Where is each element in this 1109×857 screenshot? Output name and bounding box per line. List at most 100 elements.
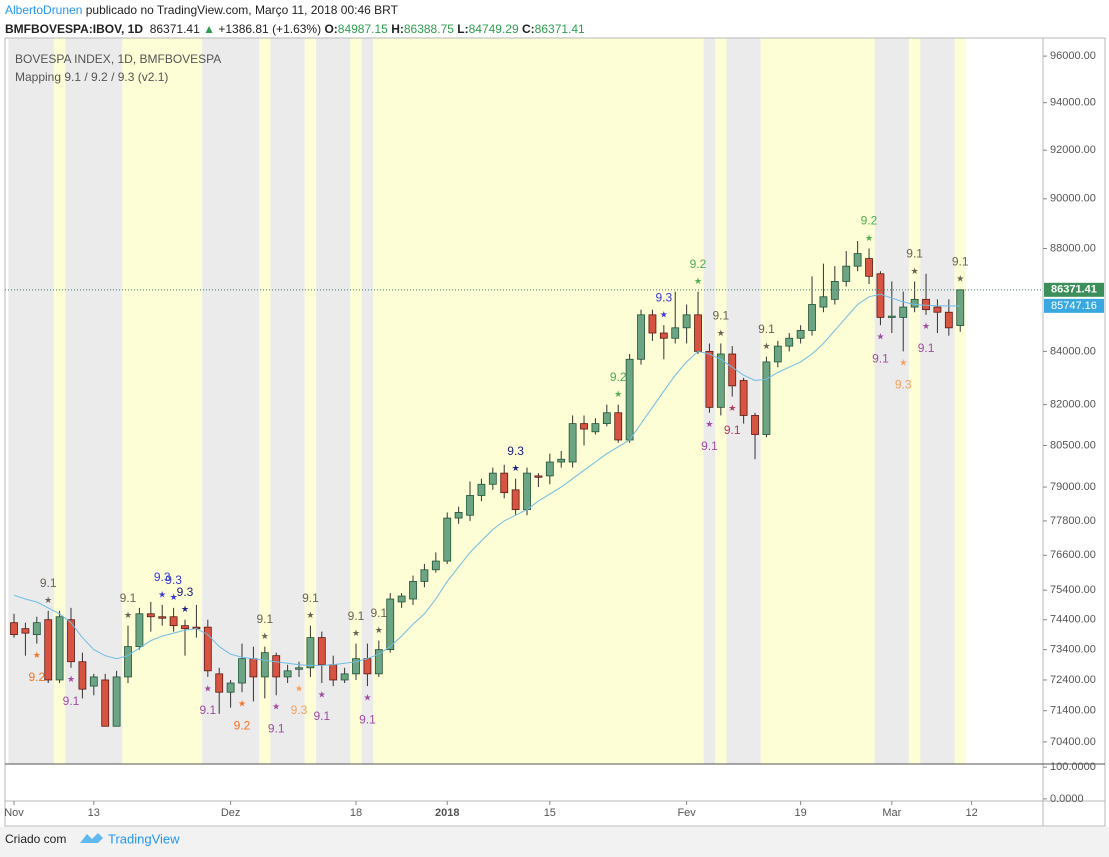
x-tick-label: Nov — [4, 807, 24, 819]
band — [259, 38, 271, 764]
candle-body — [785, 337, 794, 347]
open: 84987.15 — [337, 22, 388, 36]
candle-body — [899, 306, 908, 318]
candle-body — [124, 646, 132, 678]
band — [908, 38, 921, 764]
band — [920, 38, 955, 764]
candle-body — [568, 423, 577, 463]
candle-body — [751, 415, 759, 435]
frame — [4, 37, 1106, 827]
y-tick-label: 96000.00 — [1050, 50, 1096, 62]
y-tick-label: 74400.00 — [1050, 614, 1096, 626]
candle-body — [739, 380, 748, 416]
candle-body — [169, 616, 178, 627]
band — [760, 38, 875, 764]
y-tick-label: 94000.00 — [1050, 97, 1096, 109]
candle-body — [773, 345, 782, 363]
candle-body — [944, 311, 953, 329]
candle-body — [317, 637, 326, 666]
y-tick-label: 77800.00 — [1050, 515, 1096, 527]
y-tick-label: 75400.00 — [1050, 584, 1096, 596]
candle-body — [534, 475, 543, 478]
last-price-label: 86371.41 — [1051, 284, 1097, 296]
candle-body — [55, 616, 64, 681]
candle-body — [386, 598, 395, 651]
candle-body — [397, 595, 406, 603]
candle-body — [260, 652, 269, 678]
star-marker: ★ — [363, 692, 371, 702]
candle-body — [728, 353, 737, 387]
chart-title: BOVESPA INDEX, 1D, BMFBOVESPA — [15, 52, 221, 66]
star-marker: ★ — [660, 310, 668, 320]
footer-bg — [0, 827, 1109, 857]
annotation-label: 9.1 — [40, 576, 57, 590]
star-marker: ★ — [295, 683, 303, 693]
candle-body — [591, 423, 600, 433]
star-marker: ★ — [956, 274, 964, 284]
candle-body — [956, 289, 965, 326]
star-marker: ★ — [352, 628, 360, 638]
annotation-label: 9.1 — [313, 709, 330, 723]
y-tick-label: 79000.00 — [1050, 481, 1096, 493]
low-label: L: — [457, 22, 469, 36]
candle-body — [910, 298, 919, 308]
annotation-label: 9.1 — [952, 255, 969, 269]
x-tick-label: 18 — [350, 807, 362, 819]
star-marker: ★ — [181, 604, 189, 614]
y-tick-label: 84000.00 — [1050, 345, 1096, 357]
candle-body — [249, 658, 258, 678]
band — [270, 38, 305, 764]
candle-body — [67, 619, 75, 663]
candle-body — [352, 658, 360, 675]
last-price-tag — [1044, 282, 1104, 297]
annotation-label: 9.3 — [154, 570, 171, 584]
arrow: ▲ — [203, 22, 215, 36]
annotation-label: 9.1 — [758, 322, 775, 336]
candle-body — [21, 628, 30, 634]
annotation-label: 9.1 — [302, 591, 319, 605]
band — [874, 38, 909, 764]
ma-label: 85747.16 — [1051, 300, 1097, 312]
author[interactable]: AlbertoDrunen — [5, 3, 83, 17]
candle-body — [329, 664, 338, 681]
band — [53, 38, 66, 764]
star-marker: ★ — [318, 689, 326, 699]
annotation-label: 9.1 — [359, 712, 376, 726]
high: 86388.75 — [403, 22, 454, 36]
candle-body — [808, 304, 816, 331]
annotation-label: 9.2 — [28, 670, 45, 684]
candle-body — [511, 489, 520, 510]
annotation-label: 9.3 — [507, 444, 524, 458]
candle-body — [659, 332, 668, 339]
candle-body — [865, 258, 873, 277]
candle-body — [762, 361, 771, 435]
x-tick-label: Dez — [221, 807, 241, 819]
footer-brand[interactable]: TradingView — [108, 831, 180, 846]
star-marker: ★ — [876, 332, 884, 342]
candle-body — [10, 622, 18, 636]
candle-body — [89, 676, 98, 687]
candle-body — [716, 353, 725, 408]
star-marker: ★ — [705, 419, 713, 429]
price: 86371.41 — [149, 22, 200, 36]
annotation-label: 9.2 — [861, 214, 878, 228]
candle-body — [409, 581, 417, 600]
annotation-label: 9.1 — [348, 609, 365, 623]
header-line-1: AlbertoDrunen publicado no TradingView.c… — [5, 3, 398, 17]
y-tick-label: 82000.00 — [1050, 399, 1096, 411]
candle-body — [705, 350, 714, 408]
candle-body — [523, 472, 531, 510]
star-marker: ★ — [865, 233, 873, 243]
star-marker: ★ — [44, 595, 52, 605]
annotation-label: 9.2 — [610, 370, 627, 384]
annotation-label: 9.3 — [177, 585, 194, 599]
candle-body — [466, 495, 474, 516]
open-label: O: — [324, 22, 338, 36]
candle-body — [203, 626, 212, 672]
close: 86371.41 — [534, 22, 585, 36]
candle-body — [420, 569, 429, 582]
candle-body — [181, 625, 189, 630]
candle-body — [44, 619, 53, 681]
